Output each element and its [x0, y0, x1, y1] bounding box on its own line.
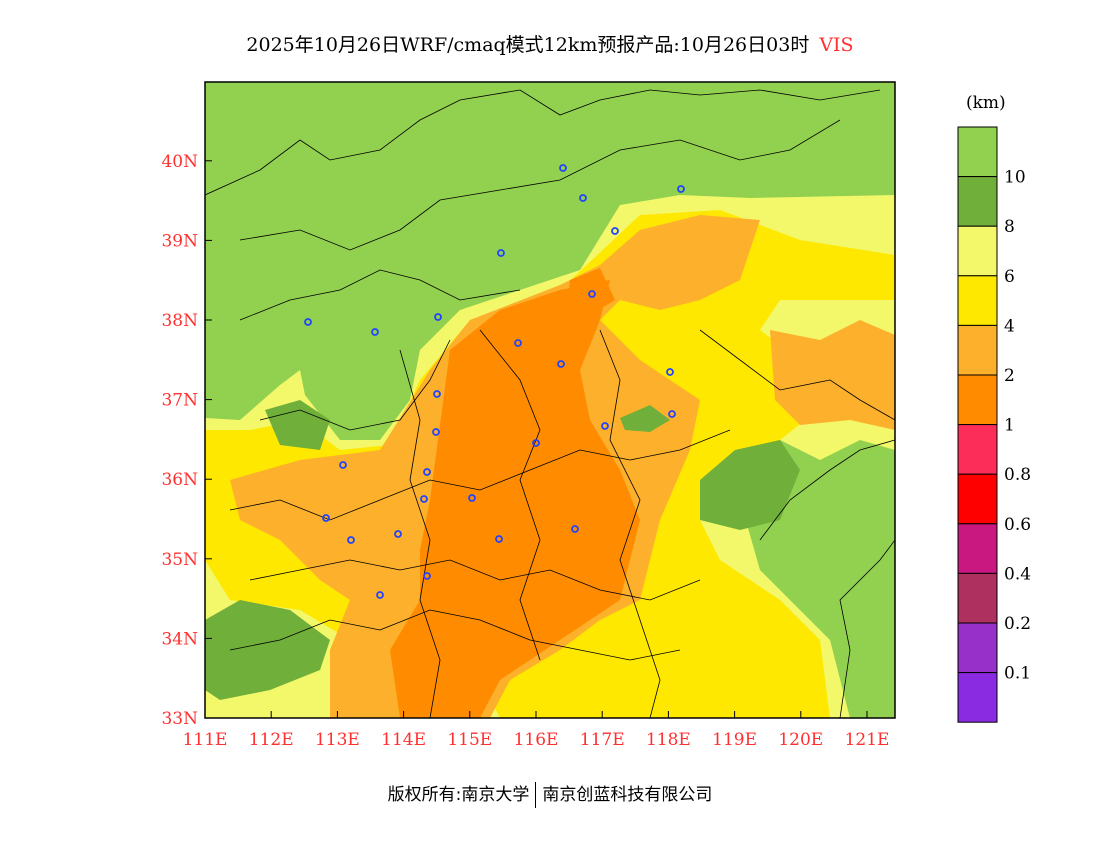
colorbar-label: 0.2	[1004, 614, 1031, 634]
lat-axis: 40N 39N 38N 37N 36N 35N 34N 33N	[161, 152, 212, 729]
station-marker	[376, 591, 384, 599]
map-title: 2025年10月26日WRF/cmaq模式12km预报产品:10月26日03时 V…	[0, 30, 1100, 57]
colorbar-label: 8	[1004, 217, 1015, 237]
station-marker	[371, 328, 379, 336]
station-marker	[394, 530, 402, 538]
station-marker	[559, 164, 567, 172]
lon-tick-label: 111E	[183, 730, 228, 750]
station-marker	[434, 313, 442, 321]
station-marker	[423, 468, 431, 476]
lon-tick-label: 116E	[514, 730, 559, 750]
station-marker	[304, 318, 312, 326]
colorbar-label: 0.6	[1004, 515, 1031, 535]
lat-tick-label: 36N	[161, 470, 198, 490]
colorbar-swatch	[957, 473, 998, 525]
station-marker	[601, 422, 609, 430]
colorbar-swatch	[957, 176, 998, 227]
footer-separator	[535, 782, 537, 808]
colorbar-label: 2	[1004, 366, 1015, 386]
colorbar-swatch	[957, 324, 998, 376]
region-vis-8-10-center	[620, 405, 670, 432]
variable-label: VIS	[819, 34, 854, 56]
lon-tick-label: 115E	[447, 730, 492, 750]
lon-tick-label: 118E	[646, 730, 691, 750]
station-marker	[571, 525, 579, 533]
lon-tick-label: 119E	[712, 730, 757, 750]
region-vis-1-2	[390, 280, 640, 718]
colorbar-label: 1	[1004, 416, 1015, 436]
colorbar: 10 8 6 4 2 1 0.8 0.6 0.4 0.2 0.1	[957, 126, 1031, 723]
colorbar-swatch	[957, 126, 998, 178]
region-vis-8-10-east	[700, 440, 800, 530]
colorbar-swatch	[957, 374, 998, 426]
vis-field	[205, 82, 895, 718]
station-marker	[468, 494, 476, 502]
station-marker	[668, 410, 676, 418]
colorbar-label: 10	[1004, 168, 1026, 188]
copyright-right: 南京创蓝科技有限公司	[542, 785, 713, 805]
colorbar-label: 0.1	[1004, 664, 1031, 684]
colorbar-swatch	[957, 225, 998, 277]
title-text: 2025年10月26日WRF/cmaq模式12km预报产品:10月26日03时	[246, 34, 810, 56]
colorbar-swatch	[957, 622, 998, 674]
copyright-left: 版权所有:南京大学	[387, 785, 530, 805]
station-marker	[432, 428, 440, 436]
colorbar-swatch	[957, 672, 998, 723]
admin-boundaries	[205, 89, 895, 718]
region-vis-gt10-east	[770, 450, 895, 718]
lon-tick-label: 120E	[778, 730, 823, 750]
lon-tick-label: 112E	[249, 730, 294, 750]
station-marker	[423, 572, 431, 580]
colorbar-swatch	[957, 523, 998, 574]
lat-tick-label: 37N	[161, 391, 198, 411]
station-marker	[514, 339, 522, 347]
colorbar-label: 0.4	[1004, 564, 1031, 584]
lat-tick-label: 35N	[161, 550, 198, 570]
region-vis-8-10-west	[265, 400, 330, 450]
lat-tick-label: 34N	[161, 629, 198, 649]
colorbar-label: 0.8	[1004, 465, 1031, 485]
station-marker	[666, 368, 674, 376]
lat-tick-label: 38N	[161, 311, 198, 331]
footer: 版权所有:南京大学 南京创蓝科技有限公司	[0, 780, 1100, 808]
station-marker	[579, 194, 587, 202]
colorbar-label: 4	[1004, 316, 1015, 336]
colorbar-label: 6	[1004, 267, 1015, 287]
region-vis-8-10-sw	[205, 600, 330, 700]
station-marker	[497, 249, 505, 257]
lon-tick-label: 121E	[845, 730, 890, 750]
lat-tick-label: 33N	[161, 709, 198, 729]
station-marker	[557, 360, 565, 368]
lon-axis: 111E 112E 113E 114E 115E 116E 117E 118E 119E 120E…	[183, 711, 890, 750]
lon-tick-label: 114E	[381, 730, 426, 750]
station-marker	[677, 185, 685, 193]
station-marker	[532, 439, 540, 447]
station-marker	[588, 290, 596, 298]
lat-tick-label: 40N	[161, 152, 198, 172]
station-marker	[347, 536, 355, 544]
station-marker	[322, 514, 330, 522]
colorbar-unit: (km)	[966, 93, 1006, 113]
station-marker	[495, 535, 503, 543]
lon-tick-label: 117E	[580, 730, 625, 750]
colorbar-swatch	[957, 572, 998, 624]
station-markers	[304, 164, 685, 599]
colorbar-swatch	[957, 424, 998, 475]
station-marker	[420, 495, 428, 503]
station-marker	[433, 390, 441, 398]
colorbar-swatch	[957, 275, 998, 326]
station-marker	[339, 461, 347, 469]
lon-tick-label: 113E	[315, 730, 360, 750]
station-marker	[611, 227, 619, 235]
lat-tick-label: 39N	[161, 231, 198, 251]
region-vis-2-4-east	[770, 320, 895, 430]
